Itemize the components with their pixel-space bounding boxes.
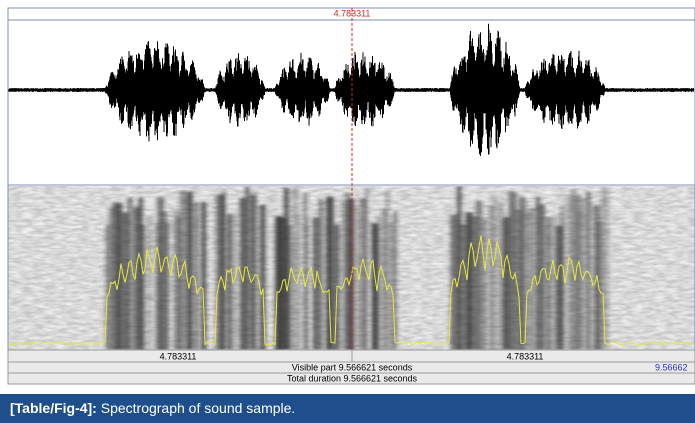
right-half-time[interactable]: 4.783311 — [507, 351, 544, 361]
spectral-band — [118, 203, 122, 350]
spectral-band — [139, 198, 143, 350]
spectral-band — [483, 220, 487, 350]
total-duration[interactable]: Total duration 9.566621 seconds — [287, 373, 418, 383]
spectral-band — [552, 216, 556, 350]
spectral-band — [227, 214, 232, 350]
spectral-band — [547, 217, 550, 350]
spectral-band — [298, 216, 301, 350]
visible-part[interactable]: Visible part 9.566621 seconds — [292, 362, 413, 372]
spectral-band — [476, 201, 482, 350]
spectral-band — [201, 202, 206, 350]
spectral-band — [189, 192, 193, 350]
spectral-band — [385, 191, 389, 350]
spectral-band — [303, 193, 307, 350]
spectral-band — [234, 214, 236, 350]
spectral-band — [326, 197, 334, 350]
spectral-band — [461, 224, 466, 350]
spectral-band — [292, 187, 298, 350]
caption-text: Spectrograph of sound sample. — [101, 400, 296, 416]
spectral-band — [503, 217, 509, 350]
caption: [Table/Fig-4]: Spectrograph of sound sam… — [0, 394, 695, 423]
spectral-band — [319, 199, 322, 350]
spectral-band — [536, 197, 540, 350]
spectral-band — [577, 212, 579, 350]
spectral-band — [307, 219, 310, 350]
spectral-band — [143, 225, 146, 350]
spectral-band — [223, 190, 226, 350]
spectral-band — [148, 217, 152, 350]
spectral-band — [253, 191, 257, 350]
left-half-time[interactable]: 4.783311 — [160, 351, 197, 361]
spectral-band — [529, 208, 535, 350]
spectral-band — [166, 222, 168, 350]
caption-label: [Table/Fig-4]: — [10, 400, 97, 416]
spectral-band — [195, 203, 198, 350]
spectral-band — [541, 204, 545, 350]
spectral-band — [466, 212, 473, 350]
sound-editor: 4.783311 4.783311 4.783311 Visible part … — [0, 0, 695, 394]
spectral-band — [492, 196, 497, 350]
spectral-band — [127, 197, 132, 350]
page: 4.783311 4.783311 4.783311 Visible part … — [0, 0, 695, 423]
visible-end: 9.56662 — [655, 362, 688, 372]
